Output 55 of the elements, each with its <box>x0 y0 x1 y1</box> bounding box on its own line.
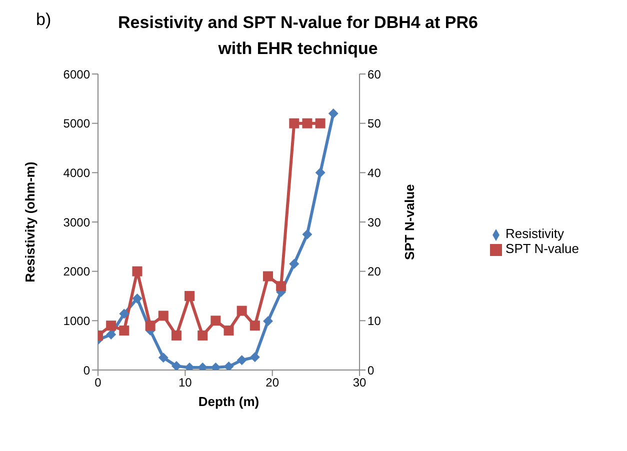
legend-label: Resistivity <box>506 226 564 241</box>
point <box>132 266 142 276</box>
text: b) <box>36 10 52 30</box>
point <box>106 320 116 331</box>
x-tick-label: 10 <box>178 376 192 390</box>
legend-label: SPT N-value <box>506 241 579 256</box>
y-tick-label: 1000 <box>63 314 90 328</box>
point <box>132 293 142 304</box>
y-tick-label: 4000 <box>63 166 90 180</box>
point <box>315 118 326 128</box>
y-tick-label: 2000 <box>63 264 90 279</box>
y2-tick-label: 20 <box>368 264 382 279</box>
y-tick-label: 3000 <box>63 215 90 230</box>
x-tick-label: 20 <box>266 376 280 390</box>
point <box>276 281 286 292</box>
y2-tick-label: 40 <box>368 166 382 180</box>
y2-tick-label: 10 <box>368 314 382 328</box>
point <box>302 229 312 240</box>
y-tick-label: 5000 <box>63 116 90 131</box>
point <box>119 308 130 319</box>
y-tick-label: 0 <box>83 363 90 378</box>
point <box>210 316 221 326</box>
point <box>250 352 260 362</box>
y2-tick-label: 30 <box>368 215 382 230</box>
y2-tick-label: 0 <box>368 363 375 378</box>
x-axis-title: Depth (m) <box>198 394 260 409</box>
point <box>236 306 247 316</box>
point <box>198 330 208 340</box>
point <box>184 291 195 301</box>
point <box>119 326 130 336</box>
point <box>250 320 260 331</box>
point <box>158 352 168 363</box>
point <box>328 108 338 118</box>
y-tick-label: 6000 <box>63 67 90 82</box>
y2-axis-title: SPT N-value <box>402 184 418 260</box>
point <box>289 258 300 269</box>
point <box>289 118 300 128</box>
y2-tick-label: 60 <box>368 67 382 82</box>
point <box>302 118 312 128</box>
point <box>224 326 234 336</box>
point <box>145 320 156 331</box>
point <box>236 355 247 366</box>
point <box>315 168 326 178</box>
chart-title: Resistivity and SPT N-value for DBH4 at PR6 with EHR technique <box>117 12 479 60</box>
x-tick-label: 30 <box>352 376 367 390</box>
point <box>158 310 168 321</box>
x-tick-label: 0 <box>94 376 102 390</box>
point <box>224 362 234 370</box>
point <box>106 329 116 340</box>
y-axis-title: Resistivity (ohm-m) <box>22 162 38 282</box>
point <box>262 316 273 326</box>
point <box>262 271 273 282</box>
point <box>171 361 182 370</box>
point <box>171 330 182 340</box>
y2-tick-label: 50 <box>368 116 382 131</box>
